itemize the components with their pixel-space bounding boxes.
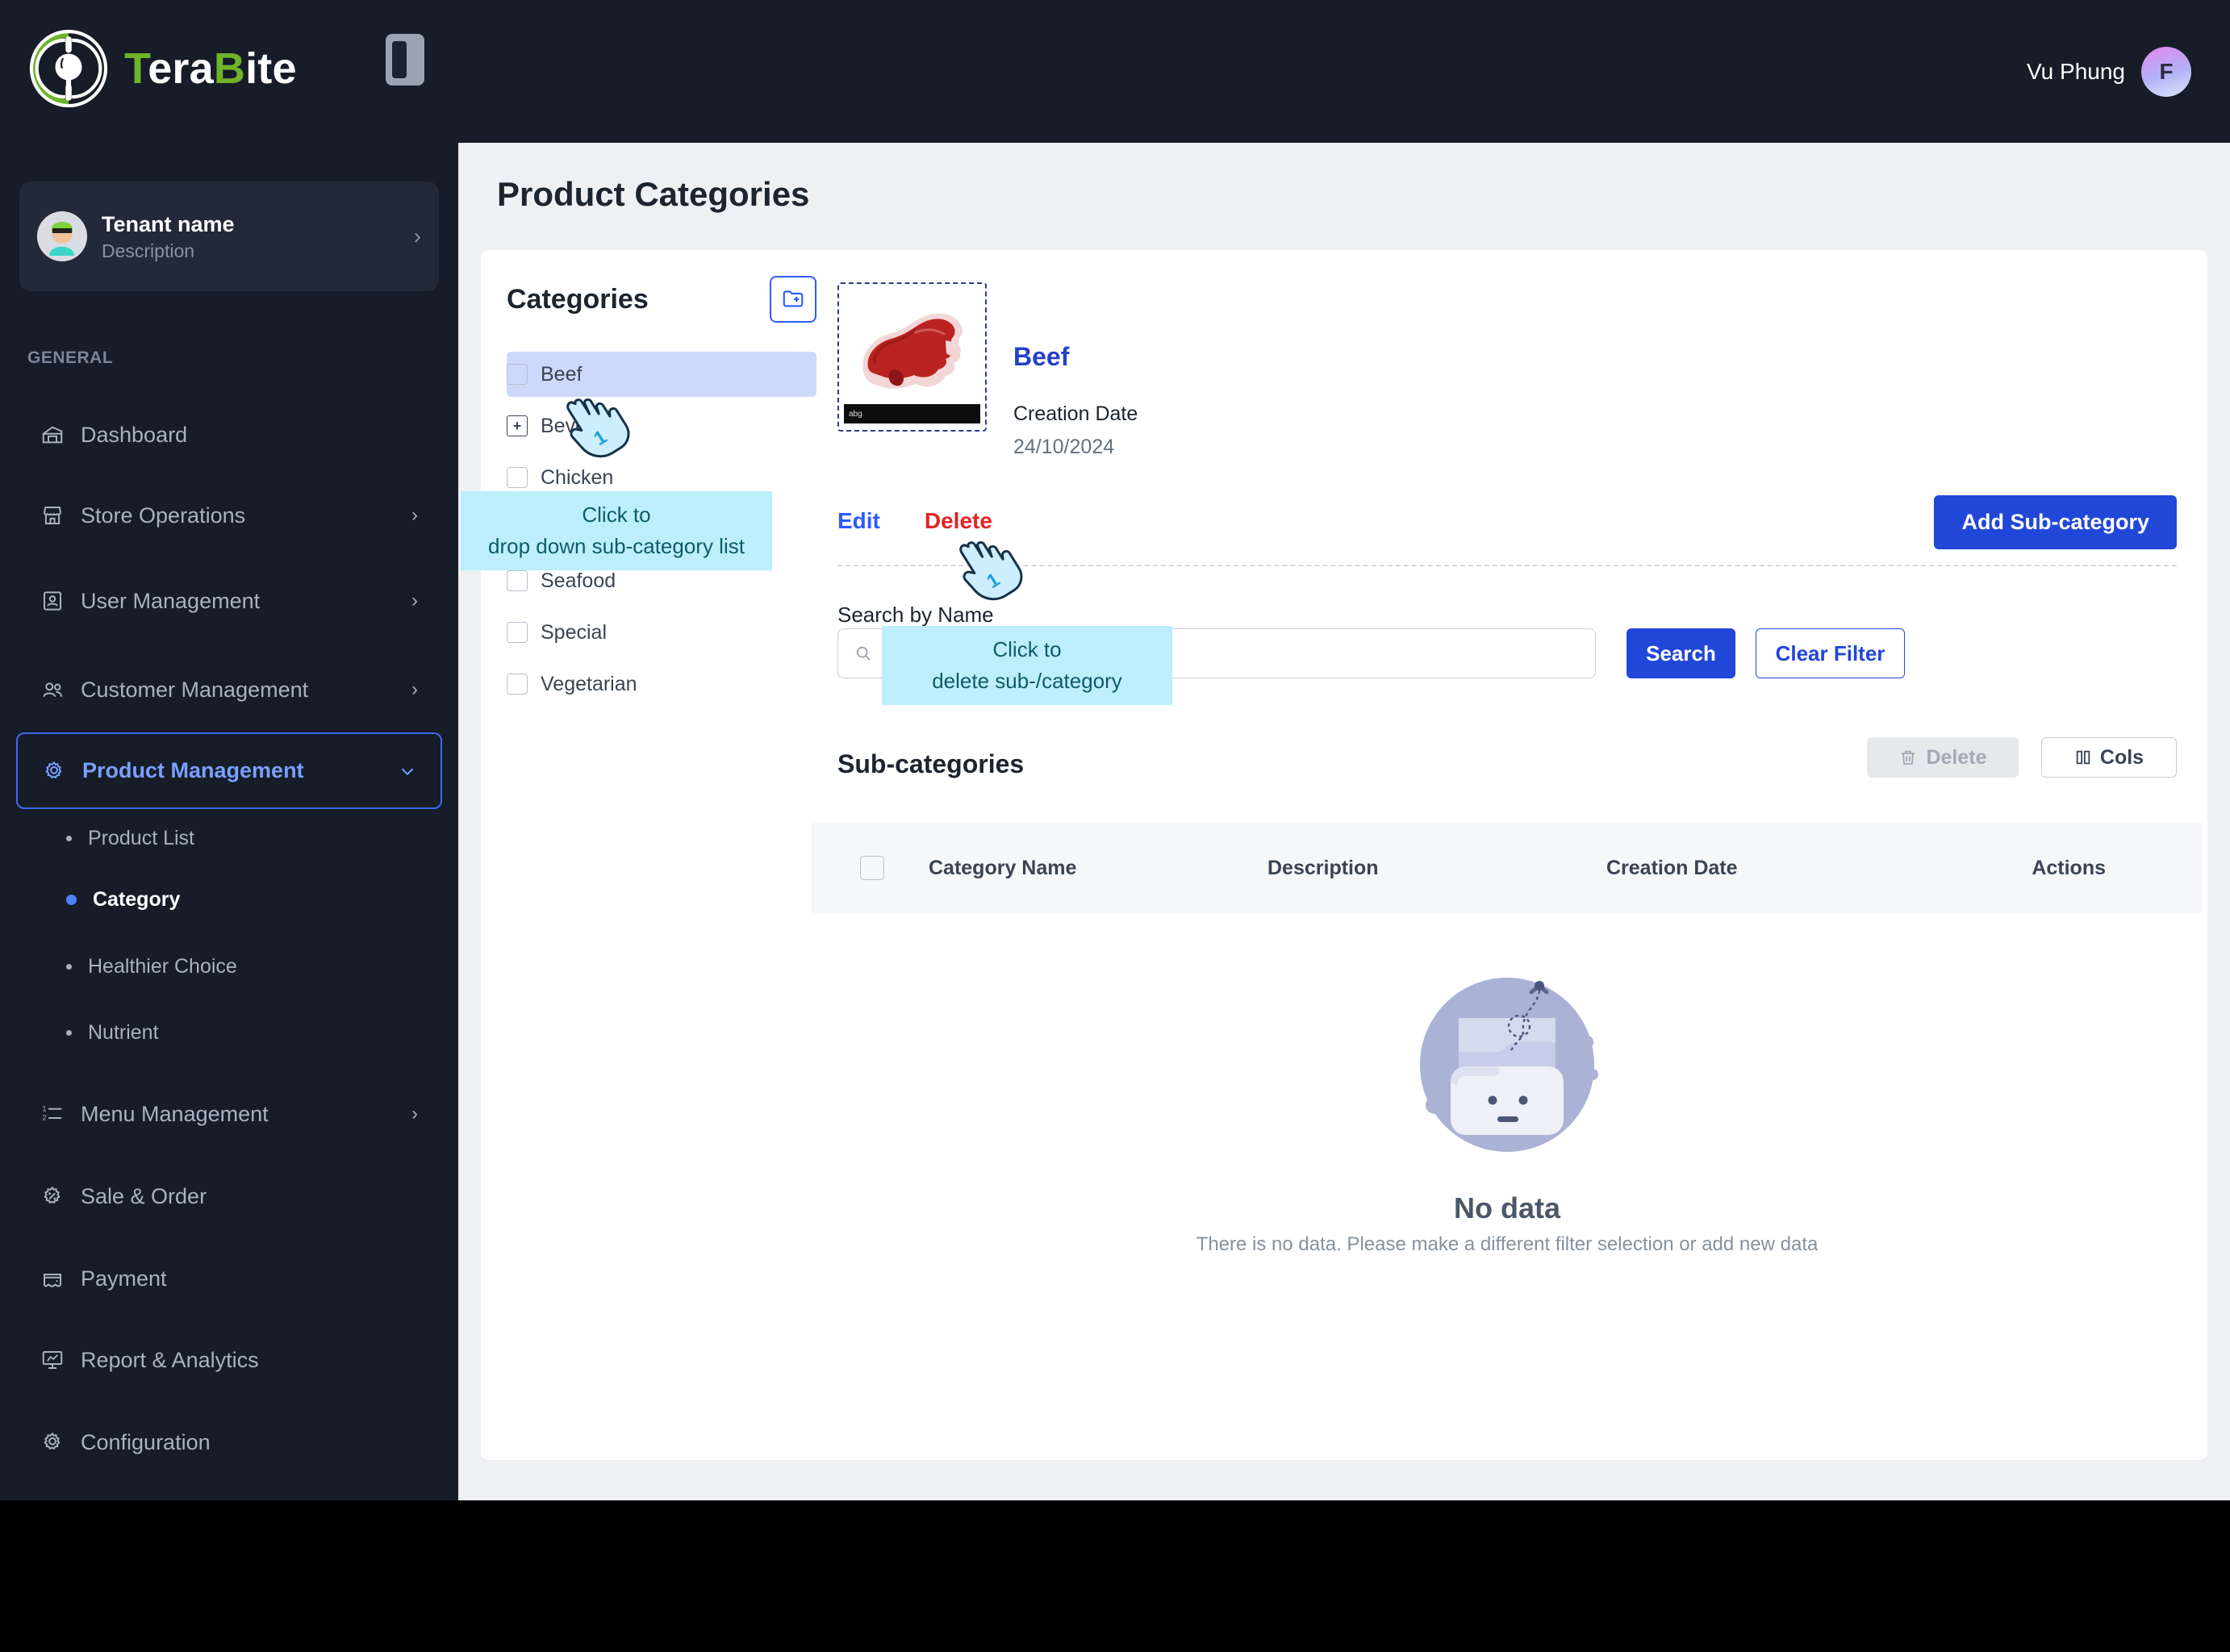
svg-text:2: 2 [43, 1114, 47, 1122]
svg-text:1: 1 [43, 1104, 47, 1112]
